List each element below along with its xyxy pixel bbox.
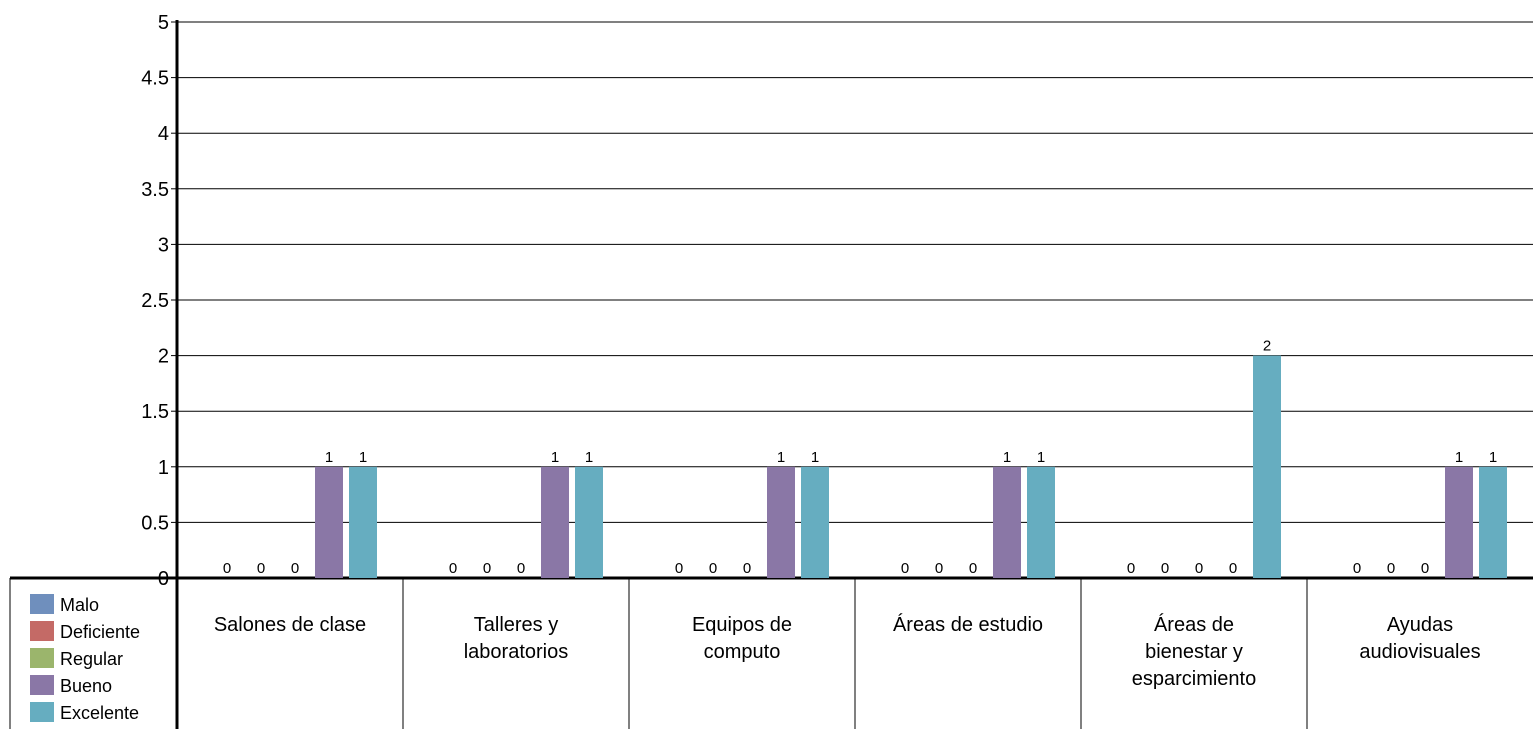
data-label: 0 [1421, 560, 1429, 577]
data-label: 0 [675, 560, 683, 577]
data-label: 1 [325, 449, 333, 466]
category-label: Áreas de bienestar y esparcimiento [1132, 613, 1257, 690]
y-tick-label: 1.5 [141, 401, 169, 423]
data-label: 0 [483, 560, 491, 577]
data-label: 1 [1003, 449, 1011, 466]
y-tick-label: 0.5 [141, 512, 169, 534]
category-table: Salones de clase Talleres y laboratorios Eq… [9, 578, 1481, 729]
bar [349, 466, 377, 578]
data-label: 1 [1037, 449, 1045, 466]
y-tick-label: 2.5 [141, 290, 169, 312]
data-label: 0 [709, 560, 717, 577]
data-label: 0 [1353, 560, 1361, 577]
data-label: 0 [1229, 560, 1237, 577]
data-label: 0 [449, 560, 457, 577]
legend-swatch [30, 621, 54, 641]
bar [993, 466, 1021, 578]
bar [575, 466, 603, 578]
y-tick-label: 4 [158, 123, 169, 145]
bar [1253, 355, 1281, 578]
legend-label: Bueno [60, 676, 112, 696]
y-tick-label: 3 [158, 234, 169, 256]
data-label: 0 [969, 560, 977, 577]
data-label: 0 [291, 560, 299, 577]
data-label: 0 [901, 560, 909, 577]
data-label: 0 [1195, 560, 1203, 577]
data-labels: 0 0 0 1 1 0 0 0 1 1 0 0 0 1 1 0 0 0 1 1 0 0 0 0 2 0 0 0 1 1 [223, 338, 1497, 577]
y-tick-label: 5 [158, 12, 169, 34]
data-label: 1 [811, 449, 819, 466]
legend: Malo Deficiente Regular Bueno Excelente [30, 594, 140, 723]
data-label: 0 [935, 560, 943, 577]
y-tick-label: 0 [158, 568, 169, 590]
legend-swatch [30, 648, 54, 668]
category-label: Áreas de estudio [893, 613, 1043, 636]
data-label: 0 [517, 560, 525, 577]
category-label: Talleres y laboratorios [464, 614, 569, 663]
bars [315, 355, 1507, 578]
bar [1479, 466, 1507, 578]
legend-swatch [30, 594, 54, 614]
data-label: 1 [1455, 449, 1463, 466]
data-label: 1 [1489, 449, 1497, 466]
y-tick-label: 3.5 [141, 179, 169, 201]
legend-label: Excelente [60, 703, 139, 723]
data-label: 0 [1161, 560, 1169, 577]
data-label: 1 [585, 449, 593, 466]
legend-swatch [30, 675, 54, 695]
legend-label: Regular [60, 649, 123, 669]
bar [315, 466, 343, 578]
bar [1445, 466, 1473, 578]
bar [1027, 466, 1055, 578]
bar [767, 466, 795, 578]
data-label: 0 [223, 560, 231, 577]
data-label: 0 [1127, 560, 1135, 577]
legend-label: Deficiente [60, 622, 140, 642]
category-label: Equipos de computo [692, 614, 792, 663]
data-label: 0 [743, 560, 751, 577]
bar [541, 466, 569, 578]
data-label: 0 [257, 560, 265, 577]
y-tick-label: 4.5 [141, 68, 169, 90]
y-axis-ticks: 0 0.5 1 1.5 2 2.5 3 3.5 4 4.5 5 [141, 12, 169, 590]
category-label: Salones de clase [214, 614, 366, 636]
y-tick-label: 1 [158, 457, 169, 479]
data-label: 1 [777, 449, 785, 466]
bar [801, 466, 829, 578]
data-label: 1 [359, 449, 367, 466]
data-label: 0 [1387, 560, 1395, 577]
legend-swatch [30, 702, 54, 722]
data-label: 1 [551, 449, 559, 466]
legend-label: Malo [60, 595, 99, 615]
category-label: Ayudas audiovisuales [1359, 614, 1480, 663]
data-label: 2 [1263, 338, 1271, 355]
y-tick-label: 2 [158, 346, 169, 368]
